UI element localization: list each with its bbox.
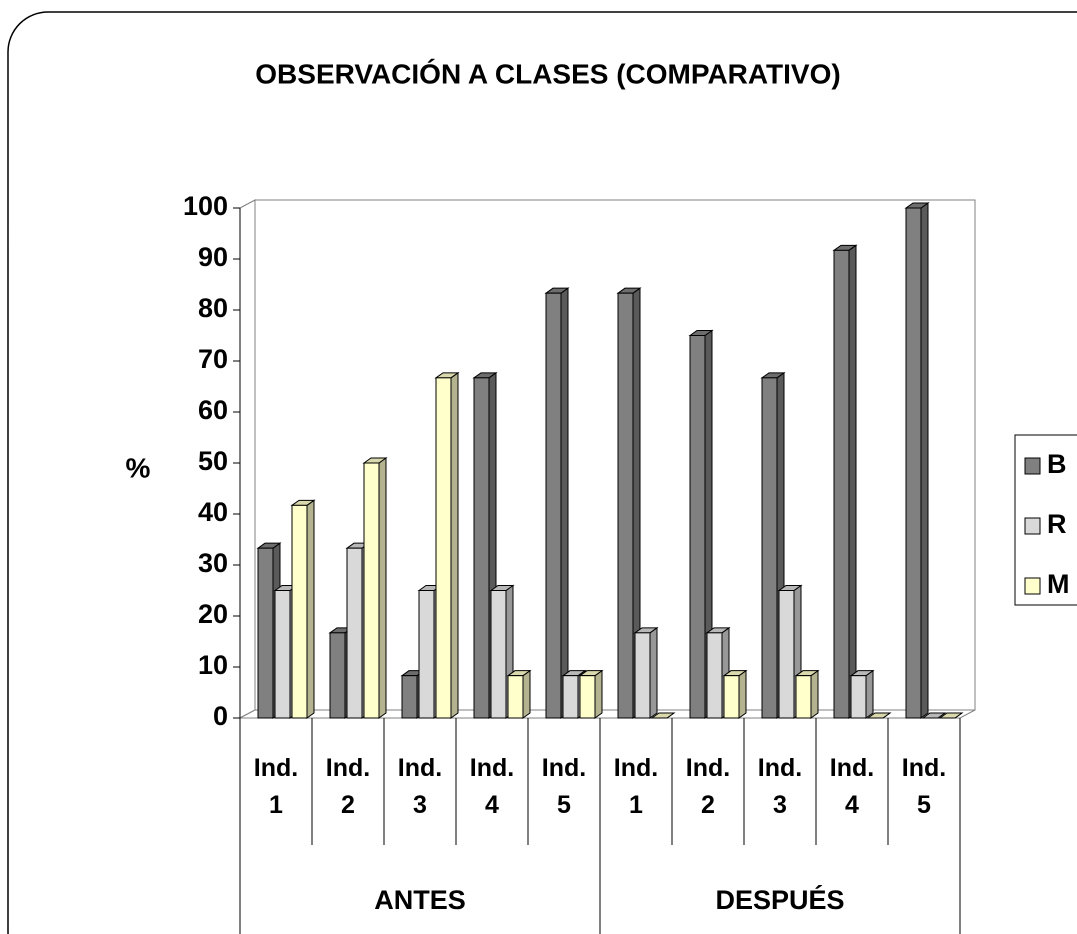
x-tick-label: Ind. 5: [541, 754, 587, 819]
bar: [617, 292, 634, 719]
y-tick-label: 20: [198, 599, 228, 629]
y-tick-label: 70: [198, 344, 228, 374]
y-tick-label: 10: [198, 650, 228, 680]
bar-side: [560, 287, 569, 719]
bar: [329, 632, 346, 719]
y-tick-label: 90: [198, 242, 228, 272]
y-tick-label: 100: [183, 191, 228, 221]
bar-top: [650, 712, 676, 719]
bar-side: [306, 499, 315, 719]
bar: [346, 547, 363, 719]
x-tick-label: Ind. 2: [325, 754, 371, 819]
group-label: ANTES: [374, 885, 466, 915]
legend-label: B: [1047, 449, 1067, 479]
y-tick-label: 60: [198, 395, 228, 425]
bar: [579, 675, 596, 719]
bar: [761, 377, 778, 719]
chart-title: OBSERVACIÓN A CLASES (COMPARATIVO): [255, 58, 840, 89]
bar-side: [378, 457, 387, 719]
bar-side: [594, 669, 603, 719]
bar-top: [921, 712, 947, 719]
x-tick-label: Ind. 4: [469, 754, 515, 819]
legend-label: M: [1047, 569, 1070, 599]
y-tick-label: 80: [198, 293, 228, 323]
bar-side: [649, 626, 658, 719]
bar: [473, 377, 490, 719]
bar: [507, 675, 524, 719]
x-tick-label: Ind. 5: [901, 754, 947, 819]
bar: [490, 590, 507, 719]
bar: [723, 675, 740, 719]
bar: [257, 547, 274, 719]
bar-side: [450, 371, 459, 719]
x-tick-label: Ind. 1: [253, 754, 299, 819]
bar-side: [522, 669, 531, 719]
bar: [634, 632, 651, 719]
bar: [291, 504, 308, 719]
legend-swatch: [1024, 457, 1041, 475]
bar: [401, 675, 418, 719]
bar-side: [848, 244, 857, 719]
bar: [689, 335, 706, 719]
x-tick-label: Ind. 3: [757, 754, 803, 819]
bar: [905, 207, 922, 719]
y-tick-label: 50: [198, 446, 228, 476]
bar: [778, 590, 795, 719]
bar: [274, 590, 291, 719]
bar: [545, 292, 562, 719]
y-tick-label: 40: [198, 497, 228, 527]
y-axis-label: %: [126, 452, 151, 483]
x-tick-label: Ind. 4: [829, 754, 875, 819]
bar-top: [938, 712, 964, 719]
bar: [795, 675, 812, 719]
bar: [706, 632, 723, 719]
bar: [850, 675, 867, 719]
bar-top: [866, 712, 892, 719]
x-tick-label: Ind. 3: [397, 754, 443, 819]
bar: [833, 249, 850, 719]
bar: [562, 675, 579, 719]
bar: [435, 377, 452, 719]
x-tick-label: Ind. 2: [685, 754, 731, 819]
y-tick-label: 30: [198, 548, 228, 578]
bar-side: [865, 669, 874, 719]
side-wall: [239, 199, 256, 719]
y-tick-label: 0: [213, 701, 228, 731]
bar: [363, 462, 380, 719]
x-tick-label: Ind. 1: [613, 754, 659, 819]
legend-swatch: [1024, 577, 1041, 595]
bar: [418, 590, 435, 719]
group-label: DESPUÉS: [715, 884, 844, 915]
legend-label: R: [1047, 509, 1067, 539]
legend-swatch: [1024, 517, 1041, 535]
bar-side: [810, 669, 819, 719]
bar-side: [920, 202, 929, 719]
bar-side: [738, 669, 747, 719]
